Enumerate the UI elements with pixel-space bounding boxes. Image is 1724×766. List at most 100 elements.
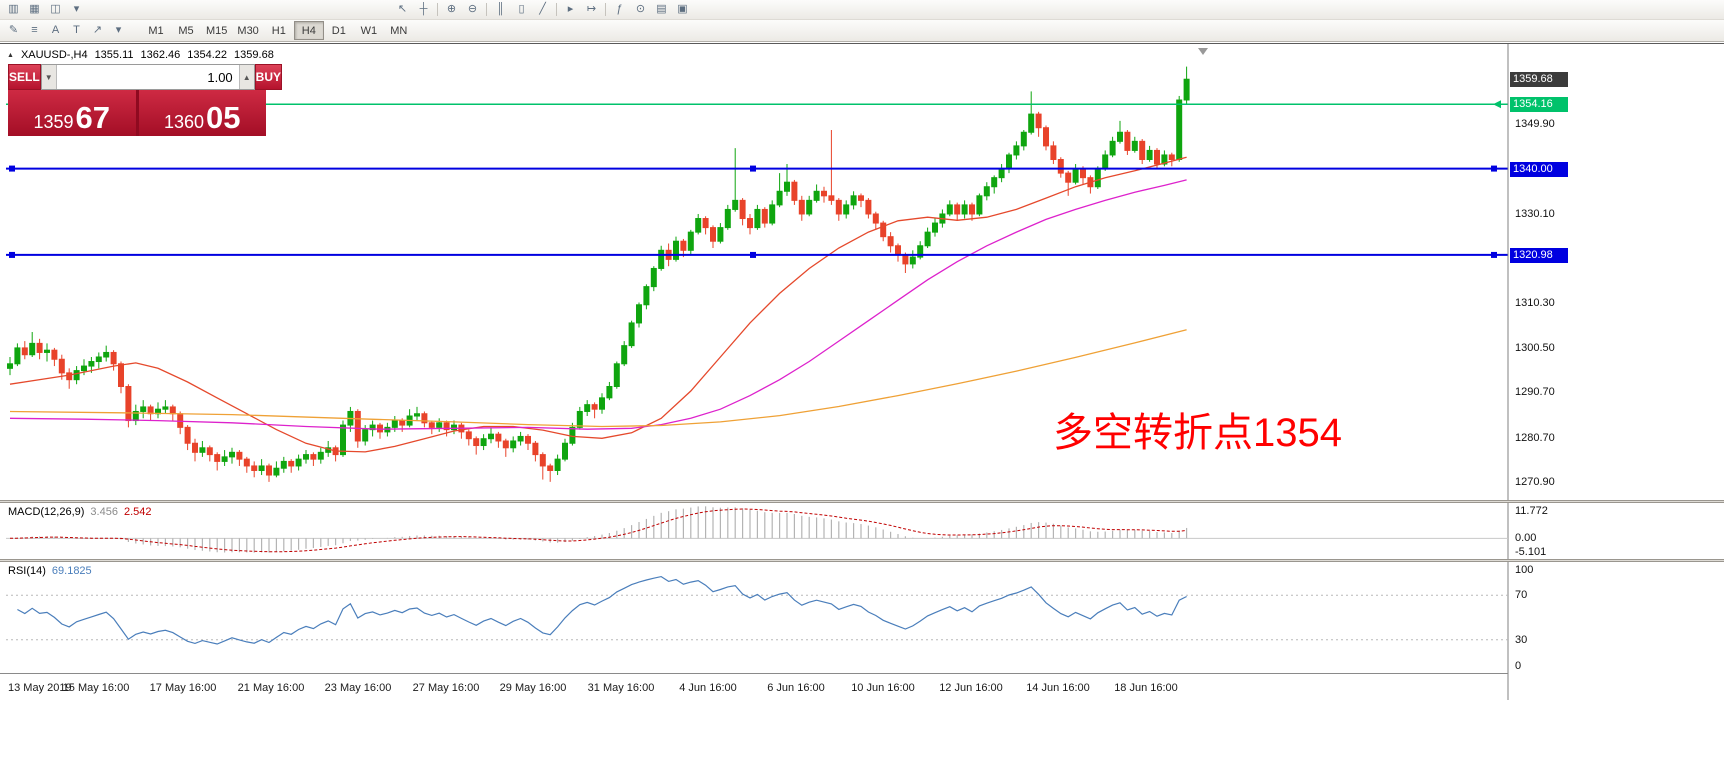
timeframe-m1[interactable]: M1 (141, 21, 171, 40)
price-axis-label: 1290.70 (1515, 386, 1555, 399)
oct-controls-row: SELL ▼ ▲ BUY (8, 64, 283, 90)
bid-price-block[interactable]: 1359 67 (8, 90, 136, 136)
ma-fast-line[interactable] (9, 156, 1187, 453)
zoom-out-icon[interactable]: ⊖ (462, 1, 483, 18)
macd-axis-label: 0.00 (1515, 532, 1537, 545)
line-studies-icon[interactable]: ≡ (24, 22, 45, 39)
timeframe-h1[interactable]: H1 (264, 21, 294, 40)
toolbar-separator (605, 3, 606, 16)
time-axis-label: 4 Jun 16:00 (679, 682, 737, 694)
buy-button[interactable]: BUY (254, 64, 283, 90)
time-axis-label: 6 Jun 16:00 (767, 682, 825, 694)
candlestick-chart-icon[interactable]: ▯ (511, 1, 532, 18)
one-click-trading-panel: SELL ▼ ▲ BUY 1359 67 1360 05 (8, 64, 283, 136)
volume-down-icon[interactable]: ▼ (41, 65, 57, 89)
rsi-axis-label: 100 (1515, 564, 1534, 576)
price-badge: 1340.00 (1510, 161, 1568, 177)
timeframe-d1[interactable]: D1 (324, 21, 354, 40)
chart-canvas[interactable] (0, 44, 1724, 766)
toolbar-separator (437, 3, 438, 16)
text-label-icon[interactable]: A (45, 22, 66, 39)
panel-splitter-macd[interactable] (0, 500, 1724, 503)
open-value: 1355.11 (94, 49, 134, 61)
templates-icon[interactable]: ▤ (651, 1, 672, 18)
indicators-icon[interactable]: ƒ (609, 1, 630, 18)
price-pane (6, 66, 1508, 482)
auto-scroll-icon[interactable]: ▸ (560, 1, 581, 18)
tile-windows-icon[interactable]: ▣ (672, 1, 693, 18)
rsi-label: RSI(14) 69.1825 (8, 565, 92, 577)
high-value: 1362.46 (140, 49, 181, 61)
timeframe-h4[interactable]: H4 (293, 21, 324, 40)
hline-handle[interactable] (1491, 165, 1497, 172)
arrow-objects-icon[interactable]: ↗ (87, 22, 108, 39)
time-axis-label: 27 May 16:00 (412, 682, 480, 694)
zoom-in-icon[interactable]: ⊕ (441, 1, 462, 18)
sell-button[interactable]: SELL (8, 64, 41, 90)
price-badge: 1354.16 (1510, 97, 1568, 113)
close-value: 1359.68 (234, 49, 274, 61)
chart-shift-icon[interactable]: ↦ (581, 1, 602, 18)
toolbar-left-group: ▥ ▦ ◫ ▾ (3, 0, 87, 19)
panel-splitter-rsi[interactable] (0, 559, 1724, 562)
profiles-dropdown-icon[interactable]: ▾ (66, 1, 87, 18)
hline-handle[interactable] (1491, 251, 1497, 258)
main-toolbar: ▥ ▦ ◫ ▾ ↖ ┼ ⊕ ⊖ ║ ▯ ╱ ▸ ↦ ƒ ⊙ ▤ ▣ (0, 0, 1724, 20)
hline-handle[interactable] (750, 251, 756, 258)
cursor-icon[interactable]: ↖ (392, 1, 413, 18)
collapse-panel-icon[interactable]: ▲ (7, 51, 14, 59)
ma-slow-line[interactable] (9, 329, 1187, 428)
macd-signal-line (9, 508, 1187, 553)
ask-price-block[interactable]: 1360 05 (138, 90, 266, 136)
price-axis-label: 1310.30 (1515, 297, 1555, 310)
timeframe-w1[interactable]: W1 (354, 21, 384, 40)
macd-pane (6, 506, 1508, 553)
hline-handle[interactable] (750, 165, 756, 172)
hline-handle[interactable] (9, 165, 15, 172)
time-axis-label: 14 Jun 16:00 (1026, 682, 1090, 694)
line-chart-icon[interactable]: ╱ (532, 1, 553, 18)
chart-shift-marker-icon[interactable] (1198, 48, 1208, 55)
freehand-draw-icon[interactable]: ✎ (3, 22, 24, 39)
periods-dropdown-icon[interactable]: ⊙ (630, 1, 651, 18)
chart-profiles-icon[interactable]: ▦ (24, 1, 45, 18)
bid-price-main: 1359 (33, 112, 74, 132)
timeframe-m5[interactable]: M5 (171, 21, 201, 40)
timeframe-buttons-group: M1 M5 M15 M30 H1 H4 D1 W1 MN (141, 20, 414, 41)
rsi-line (17, 575, 1187, 645)
drawing-tools-group: ✎ ≡ A T ↗ ▾ (3, 20, 129, 41)
price-axis[interactable]: 1349.90 1330.10 1310.30 1300.50 1290.70 1280.… (1509, 44, 1599, 704)
crosshair-icon[interactable]: ┼ (413, 1, 434, 18)
ask-price-main: 1360 (163, 112, 205, 132)
hline-handle[interactable] (9, 251, 15, 258)
ma-mid-line[interactable] (9, 179, 1187, 430)
ask-price-pips: 05 (206, 99, 241, 135)
timeframe-mn[interactable]: MN (384, 21, 414, 40)
price-axis-label: 1349.90 (1515, 117, 1555, 130)
time-axis-label: 15 May 16:00 (62, 682, 130, 694)
toolbar-middle-group: ↖ ┼ ⊕ ⊖ ║ ▯ ╱ ▸ ↦ ƒ ⊙ ▤ ▣ (392, 0, 693, 19)
bar-chart-icon[interactable]: ║ (490, 1, 511, 18)
timeframe-m30[interactable]: M30 (232, 21, 263, 40)
macd-signal-value: 2.542 (123, 506, 152, 518)
price-axis-label: 1300.50 (1515, 341, 1555, 354)
time-axis[interactable]: 13 May 2019 15 May 16:00 17 May 16:00 21 Ma… (0, 673, 1508, 700)
terminal-window-icon[interactable]: ◫ (45, 1, 66, 18)
time-axis-label: 10 Jun 16:00 (851, 682, 915, 694)
price-badge: 1320.98 (1510, 247, 1568, 263)
price-axis-label: 1330.10 (1515, 207, 1555, 220)
volume-up-icon[interactable]: ▲ (238, 65, 254, 89)
rsi-axis-label: 0 (1515, 660, 1522, 672)
time-axis-label: 29 May 16:00 (499, 682, 567, 694)
timeframe-m15[interactable]: M15 (201, 21, 232, 40)
arrows-dropdown-icon[interactable]: ▾ (108, 22, 129, 39)
volume-input[interactable] (56, 65, 239, 89)
text-tool-icon[interactable]: T (66, 22, 87, 39)
macd-axis-label: -5.101 (1515, 546, 1547, 558)
time-axis-label: 23 May 16:00 (324, 682, 392, 694)
new-chart-icon[interactable]: ▥ (3, 1, 24, 18)
macd-label: MACD(12,26,9) 3.456 2.542 (8, 506, 151, 518)
low-value: 1354.22 (187, 49, 228, 61)
price-axis-label: 1280.70 (1515, 431, 1555, 444)
toolbar-separator (556, 3, 557, 16)
